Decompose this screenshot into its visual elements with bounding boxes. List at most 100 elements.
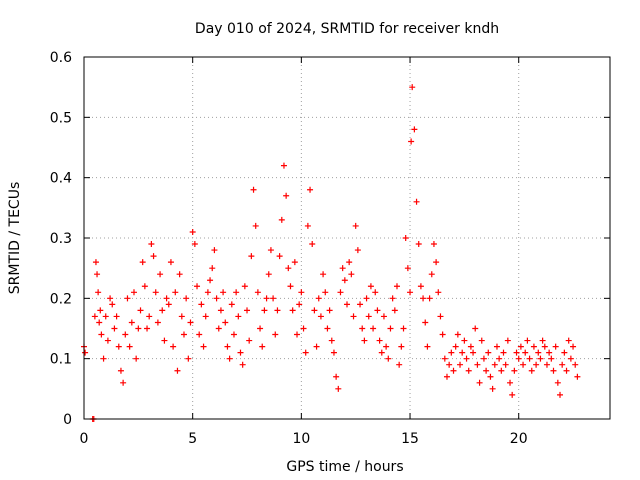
data-point [280,162,287,169]
y-tick-label: 0.4 [50,171,72,187]
data-point [139,259,146,266]
data-point [333,373,340,380]
data-point [135,325,142,332]
data-point [304,222,311,229]
data-point [163,295,170,302]
data-point [159,307,166,314]
data-point [189,228,196,235]
data-point [380,313,387,320]
y-tick-label: 0.1 [50,352,72,368]
axis-ticks: 0 5 10 15 20 0 0.1 0.2 0.3 0.4 0.5 0.6 [50,50,610,447]
data-point [389,295,396,302]
data-point [274,307,281,314]
data-point [207,277,214,284]
data-point [239,361,246,368]
data-point [554,379,561,386]
data-point [387,325,394,332]
data-point [570,343,577,350]
data-point [517,343,524,350]
data-point [157,271,164,278]
data-point [326,307,333,314]
x-tick-label: 10 [292,431,310,447]
data-point [437,313,444,320]
data-point [122,331,129,338]
data-point [572,361,579,368]
data-point [276,253,283,260]
data-point [465,367,472,374]
data-point [546,349,553,356]
data-point [98,331,105,338]
data-point [367,283,374,290]
data-point [370,325,377,332]
data-point [439,331,446,338]
data-point [167,259,174,266]
data-point [196,331,203,338]
data-point [82,349,89,356]
data-point [124,295,131,302]
data-point [180,331,187,338]
data-point [270,295,277,302]
data-point [296,301,303,308]
data-point [95,289,102,296]
data-point [459,349,466,356]
data-point [428,271,435,278]
data-point [170,343,177,350]
data-point [109,301,116,308]
data-point [402,235,409,241]
data-point [567,355,574,362]
data-point [500,349,507,356]
data-point [407,289,414,296]
data-point [257,325,264,332]
data-point [148,241,155,248]
data-point [120,379,127,386]
data-point [341,277,348,284]
data-point [130,289,137,296]
data-point [300,325,307,332]
x-tick-label: 20 [510,431,528,447]
data-point [185,355,192,362]
data-point [511,367,518,374]
data-point [498,367,505,374]
data-point [328,337,335,344]
data-points [81,84,581,422]
data-point [272,331,279,338]
data-point [539,337,546,344]
data-point [496,355,503,362]
data-point [146,313,153,320]
data-point [415,241,422,248]
chart-title: Day 010 of 2024, SRMTID for receiver knd… [195,21,499,37]
data-point [454,331,461,338]
data-point [311,307,318,314]
data-point [220,289,227,296]
data-point [565,337,572,344]
data-point [154,319,161,326]
data-point [443,373,450,380]
data-point [354,247,361,254]
data-point [374,307,381,314]
data-point [246,337,253,344]
data-point [513,349,520,356]
data-point [433,259,440,266]
data-point [359,325,366,332]
data-point [537,355,544,362]
data-point [91,313,98,320]
data-point [383,343,390,350]
data-point [526,355,533,362]
data-point [472,325,479,332]
data-point [557,391,564,398]
data-point [346,259,353,266]
data-point [133,355,140,362]
data-point [94,271,101,278]
data-point [435,289,442,296]
x-tick-label: 0 [80,431,89,447]
data-point [339,265,346,272]
data-point [550,367,557,374]
y-tick-label: 0.6 [50,50,72,66]
data-point [317,313,324,320]
data-point [104,337,111,344]
data-point [320,271,327,278]
y-axis-label: SRMTID / TECUs [7,182,23,295]
data-point [294,331,301,338]
data-point [178,313,185,320]
data-point [520,361,527,368]
